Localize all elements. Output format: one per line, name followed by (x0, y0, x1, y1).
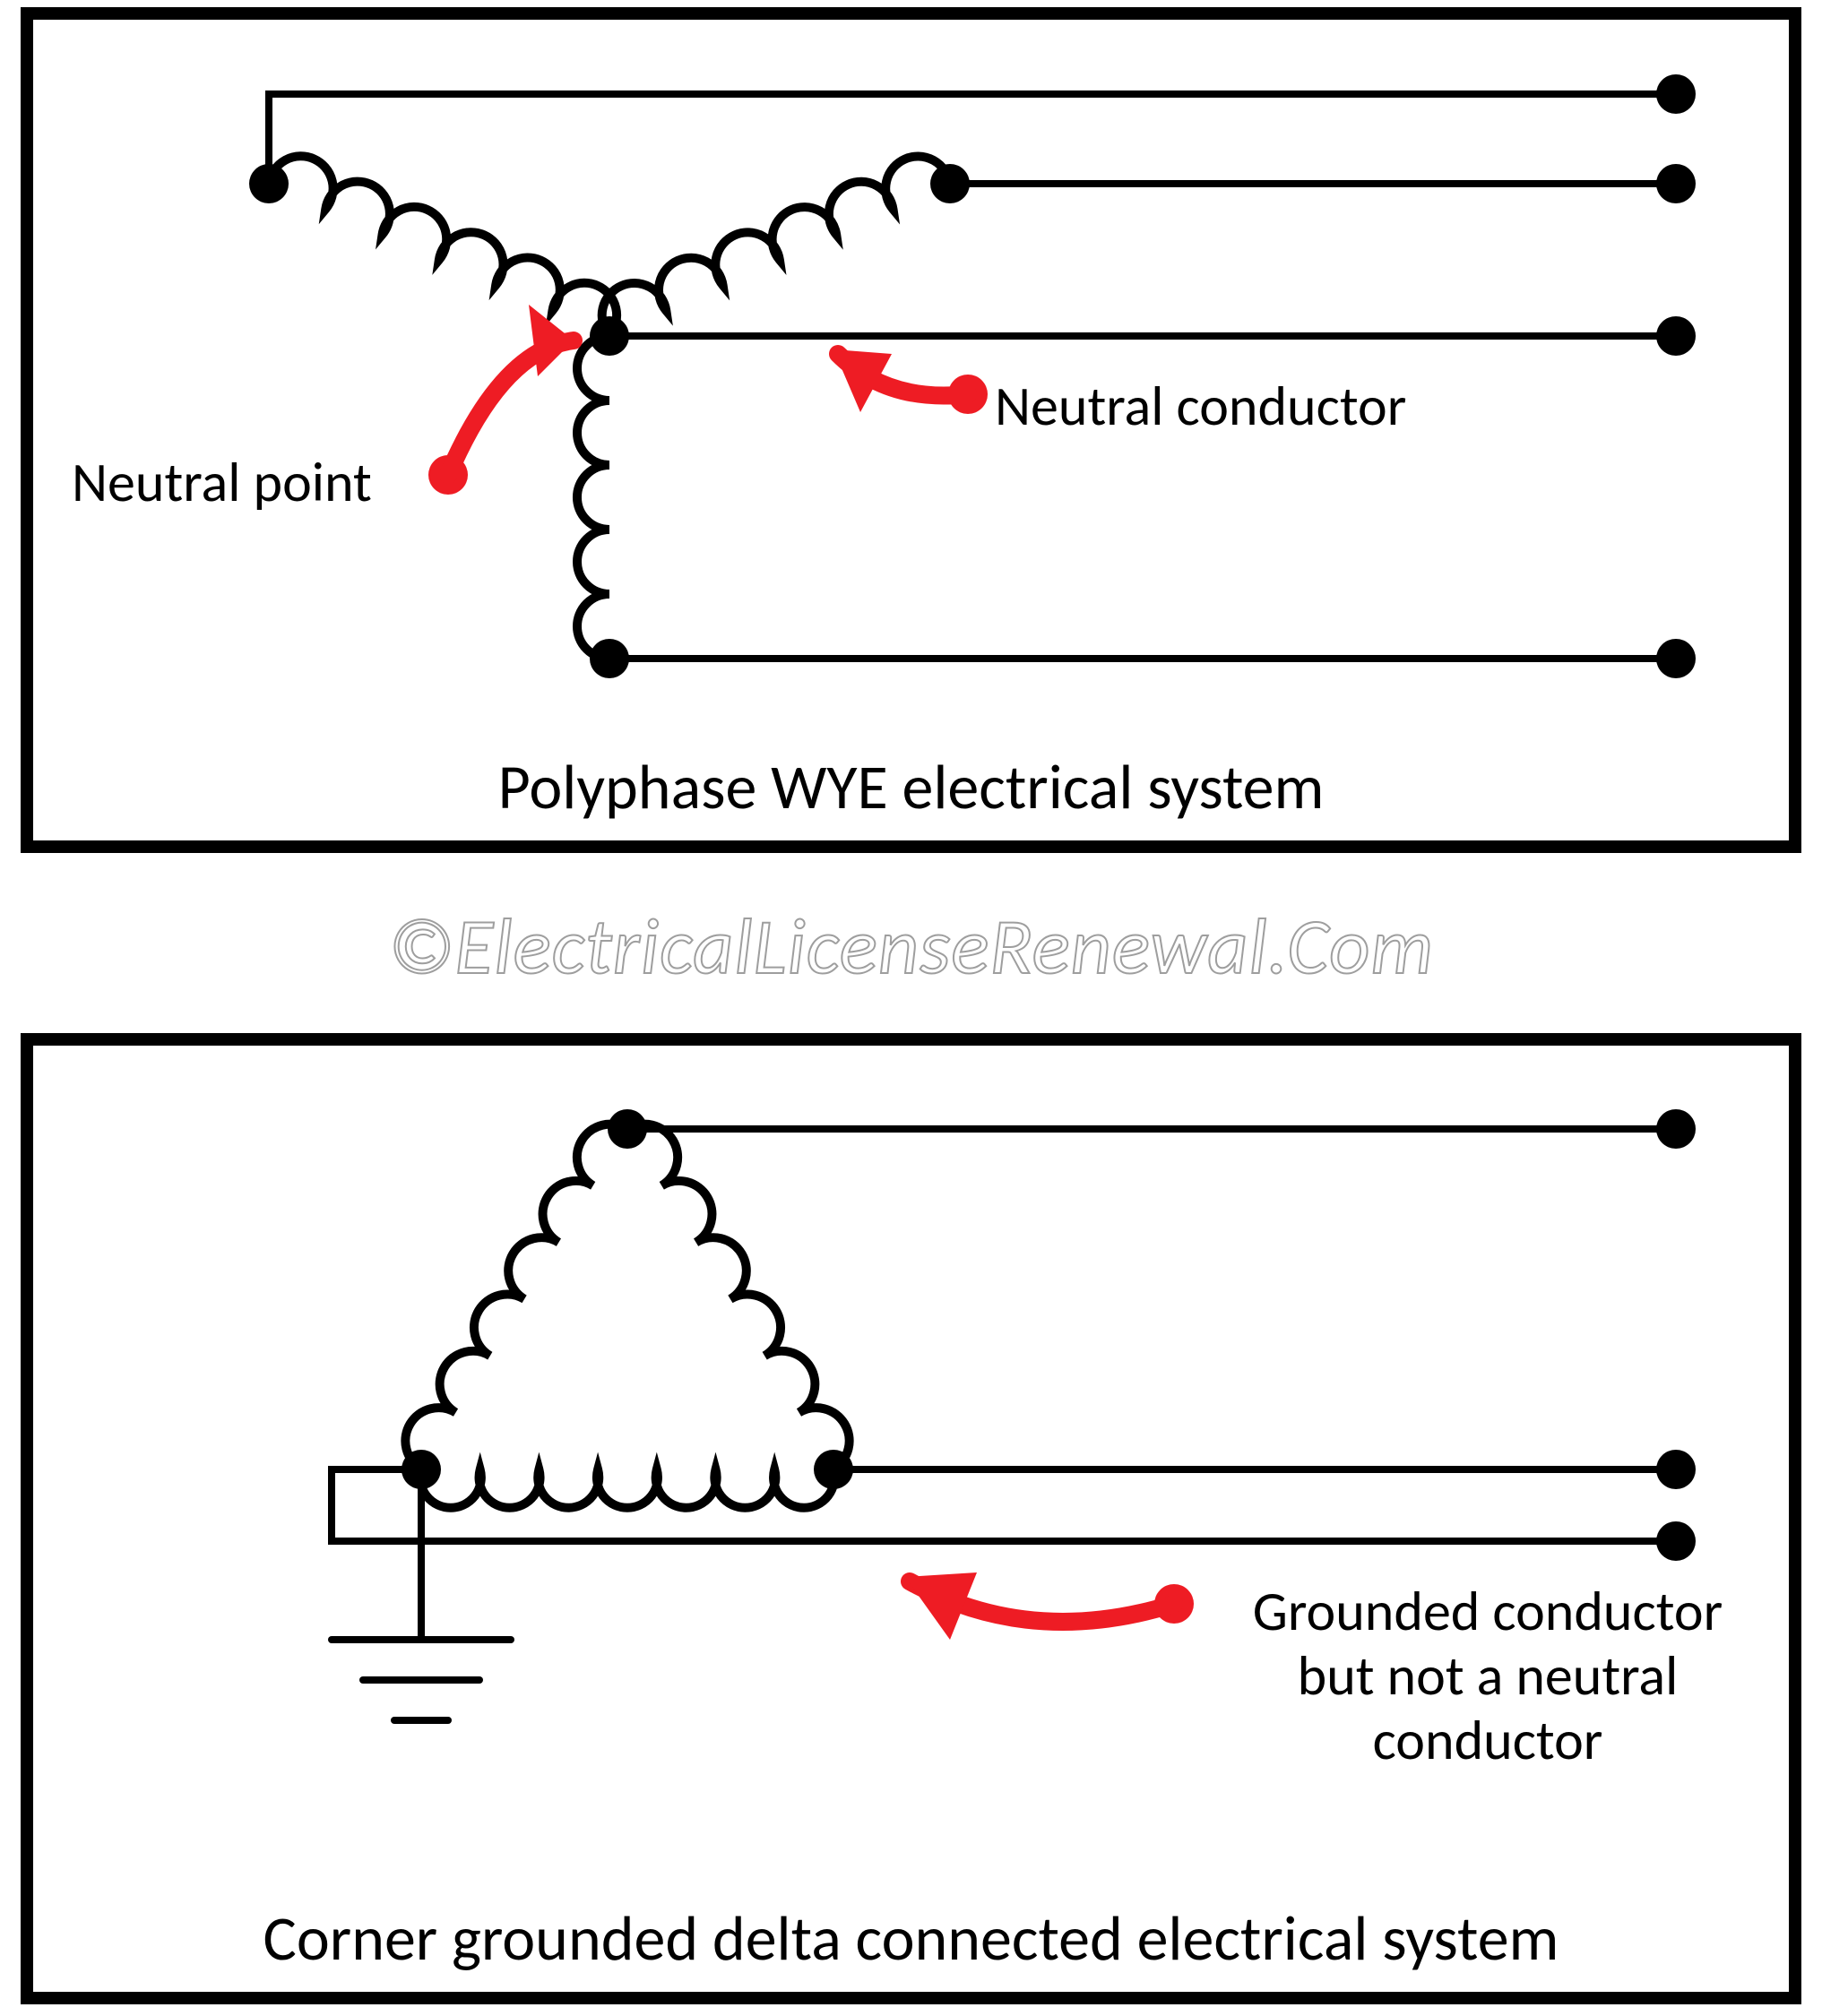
page: Neutral point Neutral conductor Polyphas… (0, 0, 1822, 2016)
grounded-conductor-label-l3: conductor (1192, 1706, 1783, 1774)
delta-caption: Corner grounded delta connected electric… (0, 1900, 1822, 1977)
grounded-conductor-label-l2: but not a neutral (1192, 1641, 1783, 1710)
grounded-conductor-label-l1: Grounded conductor (1192, 1577, 1783, 1645)
